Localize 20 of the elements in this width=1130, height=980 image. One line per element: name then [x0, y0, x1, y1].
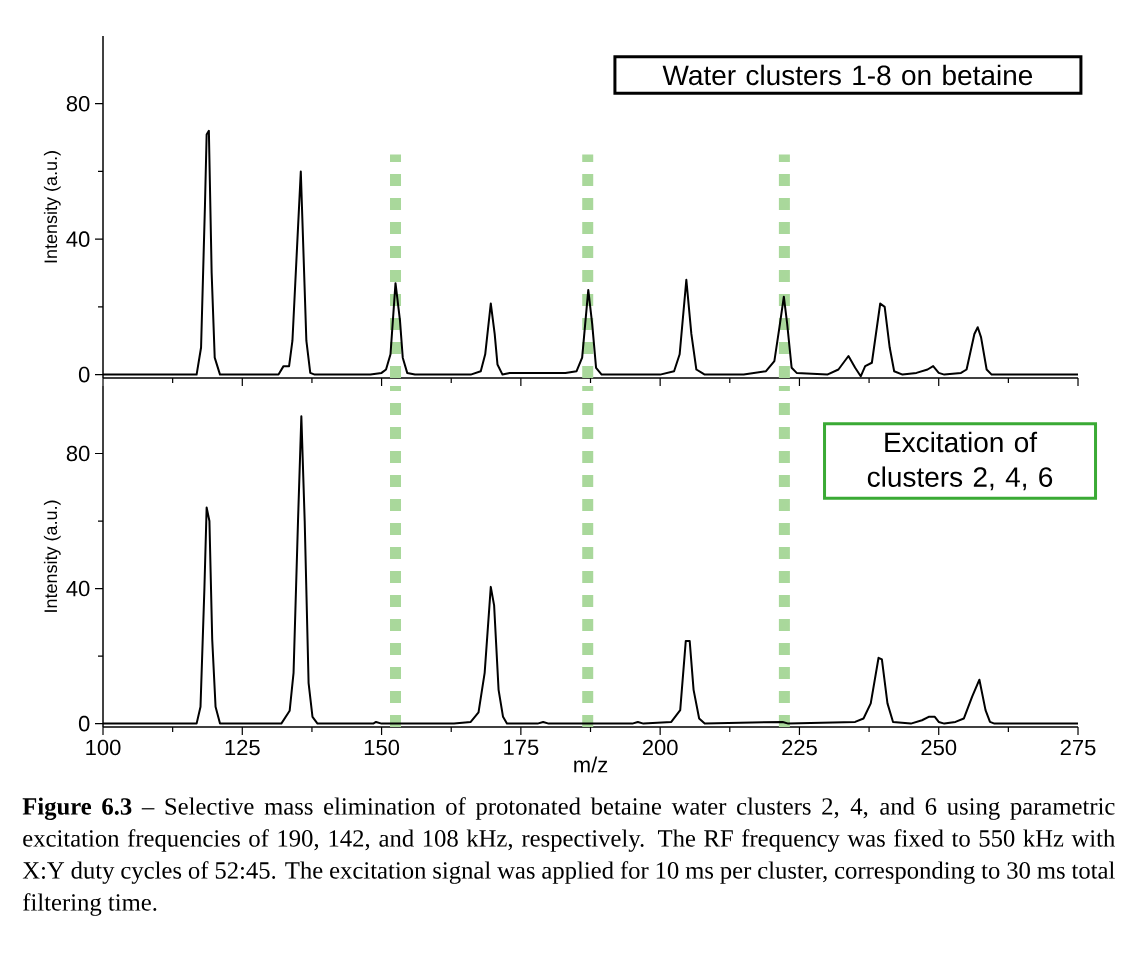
x-tick-label: 150	[364, 739, 400, 756]
x-tick-label: 100	[86, 739, 121, 756]
annotation: Excitation of clusters 2, 4, 6	[867, 431, 1053, 491]
text: Figure 6.3 – Selective mass elimination of protonated betaine water clusters 2, 4, and 6 using parametric excitation frequencies of 190, 142, and 108 kHz, respectively. The RF frequency was fixed to 550 kHz with X:Y duty cycles of 52:45. The excitation signal was applied for 10 ms per cluster, corresponding to 30 ms total filtering time.	[22, 797, 1115, 916]
x-tick-label: 225	[782, 739, 817, 756]
x-tick-label: 275	[1060, 739, 1096, 756]
y-tick-label: 0	[78, 366, 90, 383]
x-tick-label: 175	[504, 739, 539, 756]
y-tick-label: 0	[78, 715, 90, 732]
x-axis-title: m/z	[574, 756, 608, 773]
y-axis-title: Intensity (a.u.)	[43, 500, 61, 612]
x-tick-label: 125	[225, 739, 260, 756]
annotation: Water clusters 1-8 on betaine	[662, 64, 1033, 86]
y-tick-label: 80	[66, 95, 90, 112]
y-tick-label: 40	[66, 580, 90, 597]
x-tick-label: 250	[921, 739, 957, 756]
x-tick-label: 200	[642, 739, 678, 756]
y-tick-label: 40	[66, 231, 90, 247]
y-tick-label: 80	[66, 445, 90, 462]
y-axis-title: Intensity (a.u.)	[43, 151, 61, 263]
